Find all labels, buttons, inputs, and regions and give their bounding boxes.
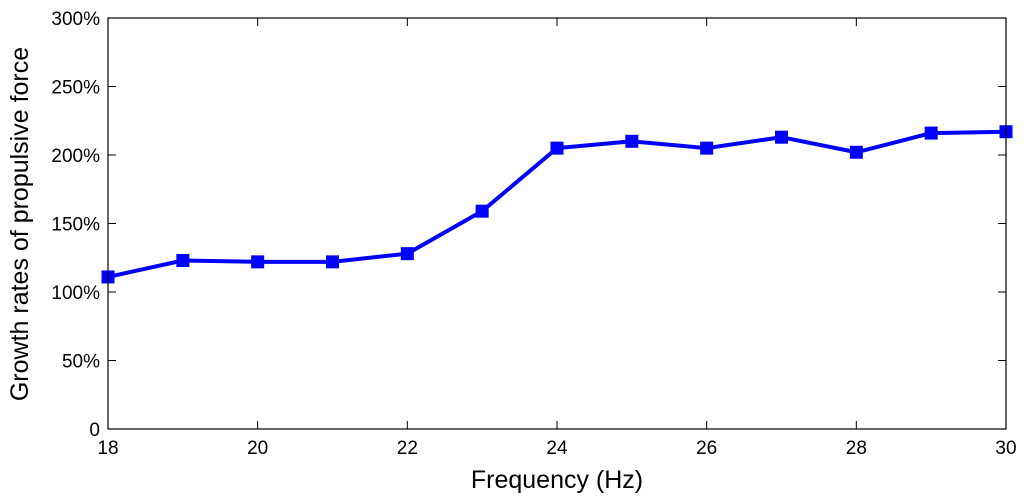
- x-tick-label: 26: [696, 438, 717, 459]
- data-point-marker: [775, 130, 788, 144]
- data-point-marker: [849, 145, 863, 159]
- x-tick-label: 30: [995, 438, 1016, 459]
- y-tick-label: 100%: [51, 283, 100, 304]
- y-axis-ticks: 0 50% 100% 150% 200% 250% 300%: [51, 9, 1006, 441]
- data-point-marker: [326, 255, 339, 269]
- data-point-marker: [400, 247, 414, 261]
- data-point-marker: [924, 126, 938, 140]
- y-tick-label: 250%: [51, 78, 100, 99]
- x-axis-ticks: 18 20 22 24 26 28 30: [97, 18, 1017, 459]
- x-tick-label: 18: [97, 438, 118, 459]
- data-point-marker: [176, 253, 190, 267]
- y-tick-label: 150%: [51, 215, 100, 236]
- data-point-marker: [700, 141, 714, 155]
- y-tick-label: 50%: [62, 352, 100, 373]
- data-point-marker: [475, 204, 489, 218]
- y-tick-label: 200%: [51, 146, 100, 167]
- y-tick-label: 0: [89, 420, 100, 441]
- x-axis-title: Frequency (Hz): [471, 466, 643, 494]
- data-point-marker: [550, 141, 564, 155]
- data-point-marker: [251, 255, 265, 269]
- plot-frame: [107, 17, 1007, 430]
- series-layer: [101, 125, 1013, 284]
- x-tick-label: 22: [397, 438, 418, 459]
- data-point-marker: [625, 134, 639, 148]
- x-tick-label: 20: [247, 438, 268, 459]
- y-tick-label: 300%: [51, 9, 100, 30]
- x-tick-label: 24: [546, 438, 568, 459]
- y-axis-title: Growth rates of propulsive force: [6, 47, 34, 401]
- x-tick-label: 28: [846, 438, 867, 459]
